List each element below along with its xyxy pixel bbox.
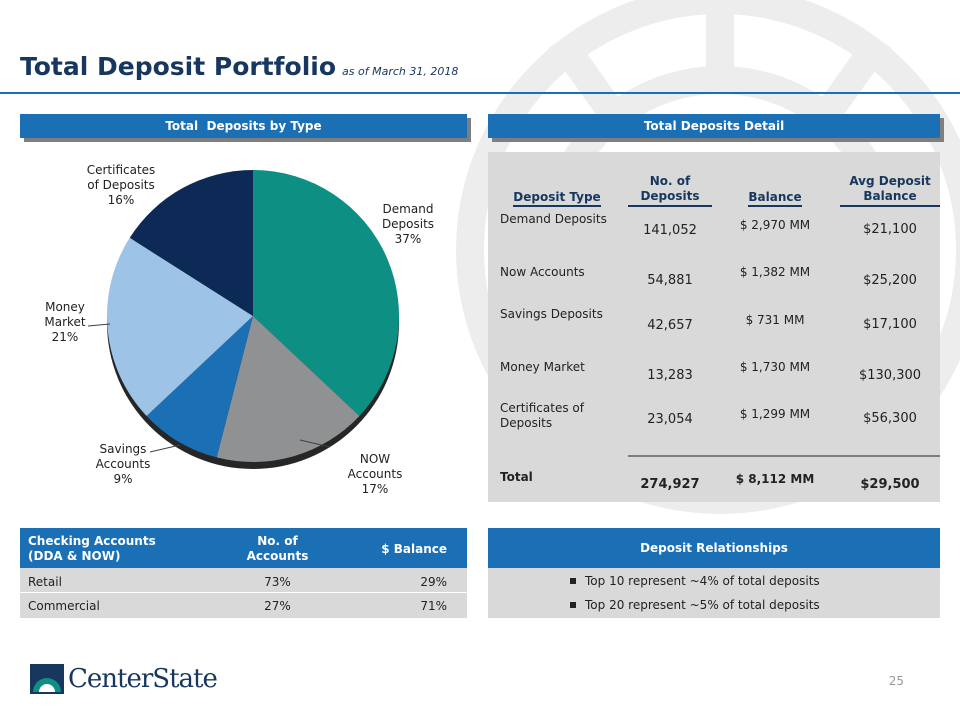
column-header: $ Balance [381,542,447,556]
pie-label: Certificates of Deposits 16% [76,163,166,208]
logo-text: CenterState [68,664,218,694]
total-cell: $29,500 [860,477,920,492]
cell: 29% [420,575,447,589]
cell: $ 1,382 MM [739,265,811,279]
detail-table: Deposit Type No. of Deposits Balance Avg… [488,152,940,502]
pie-slice [129,170,253,316]
cell: 42,657 [647,318,693,333]
total-cell: 274,927 [640,477,700,492]
column-header: Deposit Type [513,190,601,207]
cell: $ 1,299 MM [739,407,811,421]
cell: $21,100 [863,222,917,237]
box-header: Deposit Relationships [488,528,940,568]
pie-label: Money Market 21% [20,300,110,345]
total-cell: $ 8,112 MM [735,472,815,486]
cell: 71% [420,599,447,613]
pie-slice [216,316,360,462]
cell: $ 731 MM [745,313,805,327]
pie-label-name: Demand Deposits [381,202,435,231]
table-header-bg [20,528,467,568]
row-label: Certificates of Deposits [500,401,584,430]
row-label: Commercial [28,599,100,613]
cell: 27% [264,599,291,613]
bullet-item: Top 20 represent ~5% of total deposits [570,598,820,613]
pie-slice [107,237,253,416]
pie-slice [146,316,253,458]
row-label: Money Market [500,360,585,374]
pie-label-value: 16% [107,193,135,207]
title-text: Total Deposit Portfolio [20,52,337,81]
pie-slice [253,170,399,416]
cell: 141,052 [643,223,697,238]
pie-label-value: 37% [394,232,422,246]
column-header: Balance [748,190,802,207]
page-number: 25 [888,674,904,688]
total-label: Total [500,470,533,484]
row-label: Retail [28,575,62,589]
leader-line [149,444,181,453]
column-header: Avg Deposit Balance [840,174,940,207]
leader-line [87,323,111,327]
section-header: Total Deposits Detail [488,114,940,138]
title-rule [0,92,960,94]
cell: $130,300 [858,368,922,383]
pie-label: Demand Deposits 37% [363,202,453,247]
cell: $ 2,970 MM [739,218,811,232]
bullet-item: Top 10 represent ~4% of total deposits [570,574,820,589]
section-header: Total Deposits by Type [20,114,467,138]
leader-line [299,439,331,448]
pie-label: NOW Accounts 17% [330,452,420,497]
pie-label-name: Certificates of Deposits [86,163,156,192]
cell: $ 1,730 MM [739,360,811,374]
cell: 13,283 [647,368,693,383]
pie-label-name: NOW Accounts [347,452,403,481]
pie-label-value: 21% [51,330,79,344]
pie-label-name: Savings Accounts [95,442,151,471]
cell: 73% [264,575,291,589]
row-label: Savings Deposits [500,307,603,321]
pie-label: Savings Accounts 9% [78,442,168,487]
title: Total Deposit Portfolio as of March 31, 2… [20,52,458,81]
pie-label-value: 17% [361,482,389,496]
checking-table: Checking Accounts (DDA & NOW) No. of Acc… [20,528,467,618]
cell: 23,054 [647,412,693,427]
row-label: Now Accounts [500,265,585,279]
cell: $25,200 [863,273,917,288]
logo-icon [30,664,64,694]
cell: $56,300 [863,411,917,426]
cell: $17,100 [863,317,917,332]
cell: 54,881 [647,273,693,288]
relationships-box: Deposit Relationships Top 10 represent ~… [488,528,940,618]
pie-chart [87,170,399,469]
pie-label-value: 9% [113,472,133,486]
column-header: Checking Accounts (DDA & NOW) [28,534,156,563]
pie-label-name: Money Market [44,300,86,329]
row-label: Demand Deposits [500,212,607,226]
subtitle: as of March 31, 2018 [342,65,459,78]
column-header: No. of Deposits [628,174,712,207]
total-rule [628,455,940,457]
row-divider [20,592,467,593]
column-header: No. of Accounts [246,534,309,563]
